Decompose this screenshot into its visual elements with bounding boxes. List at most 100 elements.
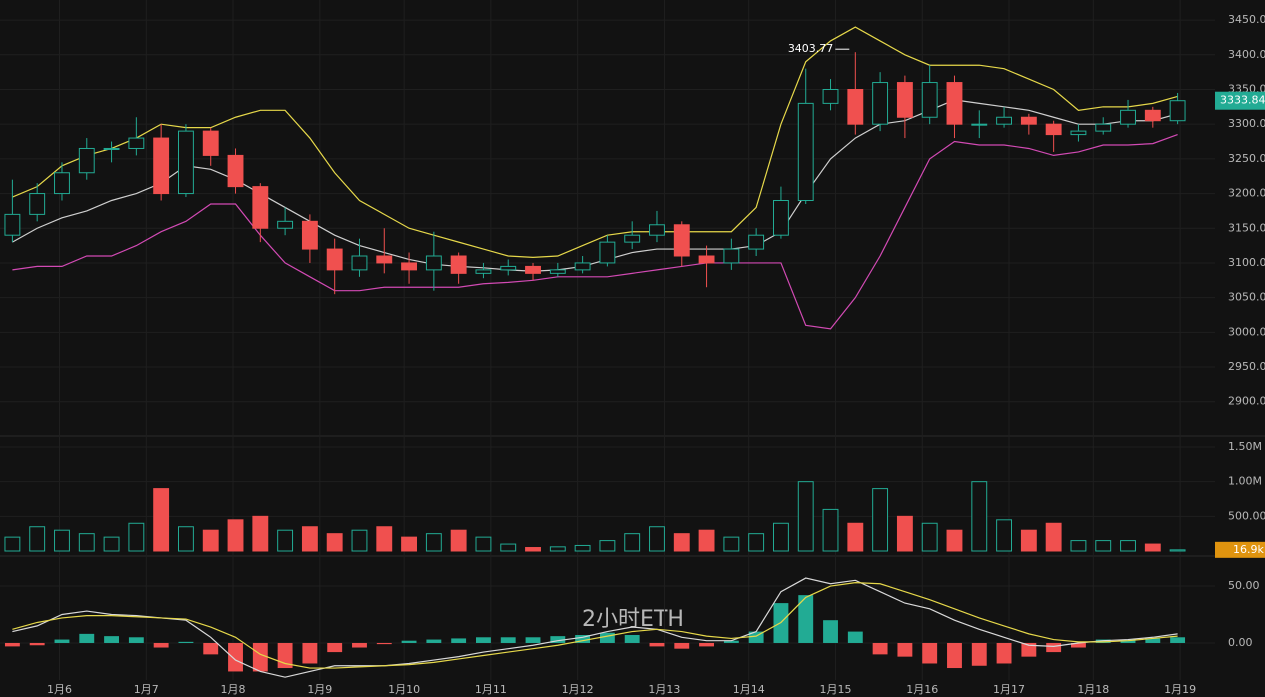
y-tick-label: 2900.00 (1228, 395, 1265, 408)
macd-bar (699, 642, 714, 647)
volume-bar (1120, 540, 1136, 552)
volume-bar (500, 543, 517, 552)
candle-body (301, 220, 318, 250)
volume-bar (29, 526, 46, 552)
y-tick-label: 3250.00 (1228, 152, 1265, 165)
candle-body (574, 262, 591, 271)
candle-body (500, 265, 517, 271)
macd-bar (252, 642, 268, 672)
macd-bar (302, 642, 318, 664)
volume-badge (1215, 541, 1265, 558)
candle-body (723, 248, 740, 264)
volume-bar (475, 536, 492, 552)
volume-bar (673, 533, 690, 552)
volume-bar (227, 519, 244, 552)
macd-line (12, 577, 1178, 678)
macd-bar (798, 595, 814, 643)
macd-bar (847, 631, 863, 643)
y-tick-label: 3400.00 (1228, 48, 1265, 61)
volume-bar (946, 529, 963, 552)
volume-bar (103, 536, 120, 552)
x-tick-label: 1月8 (221, 683, 246, 696)
volume-bar (971, 481, 988, 552)
volume-bar (822, 508, 839, 552)
volume-bar (4, 536, 21, 552)
x-tick-label: 1月9 (307, 683, 332, 696)
candle-body (227, 154, 244, 188)
volume-bar (921, 522, 938, 552)
volume-bar (847, 522, 864, 552)
macd-bar (525, 637, 541, 643)
candle-body (128, 137, 145, 149)
macd-bar (352, 642, 367, 648)
candle-body (153, 137, 170, 195)
price-badge-label: 3333.84 (1220, 94, 1265, 107)
volume-bar (1020, 529, 1037, 552)
macd-bar (947, 642, 962, 669)
y-tick-label: 0.00 (1228, 636, 1253, 649)
y-tick-label: 3100.00 (1228, 256, 1265, 269)
candle-body (847, 88, 864, 125)
volume-bar (1045, 522, 1062, 552)
x-tick-label: 1月6 (47, 683, 72, 696)
volume-bar (301, 526, 318, 552)
candle-body (822, 88, 839, 104)
macd-bar (748, 631, 764, 643)
x-tick-label: 1月16 (906, 683, 938, 696)
volume-bar (425, 533, 442, 552)
x-tick-label: 1月14 (733, 683, 765, 696)
macd-bar (327, 642, 343, 653)
volume-bar (128, 522, 145, 552)
candle-body (946, 82, 963, 125)
band-line (12, 134, 1178, 330)
macd-bar (4, 642, 20, 647)
candle-body (673, 224, 690, 257)
candle-body (450, 255, 467, 274)
macd-bar (228, 642, 243, 672)
y-tick-label: 3050.00 (1228, 291, 1265, 304)
macd-bar (203, 642, 219, 655)
macd-bar (872, 642, 888, 655)
macd-bar (971, 642, 987, 666)
candle-body (896, 82, 913, 118)
candle-body (1144, 109, 1161, 122)
candle-body (401, 262, 417, 271)
macd-bar (649, 642, 665, 647)
candle-body (797, 102, 814, 202)
volume-bar (748, 533, 765, 552)
macd-bar (476, 637, 491, 643)
volume-bar (1144, 543, 1161, 552)
macd-bar (1170, 637, 1186, 643)
candle-body (202, 130, 219, 156)
candle-body (1120, 109, 1136, 125)
macd-line (12, 582, 1178, 669)
macd-bar (128, 637, 144, 643)
candle-body (277, 220, 294, 229)
volume-bar (723, 536, 740, 552)
macd-bar (624, 635, 640, 643)
candle-body (971, 123, 988, 126)
y-tick-label: 1.50M (1228, 440, 1262, 453)
macd-bar (104, 636, 119, 643)
y-tick-label: 3300.00 (1228, 117, 1265, 130)
macd-bar (674, 642, 690, 649)
candle-body (326, 248, 343, 271)
candle-body (872, 82, 889, 125)
macd-bar (1071, 642, 1086, 648)
x-tick-label: 1月15 (819, 683, 851, 696)
volume-bar (1169, 549, 1186, 552)
volume-bar (401, 536, 417, 552)
candle-body (1095, 123, 1112, 132)
macd-bar (451, 638, 467, 643)
volume-bar (202, 529, 219, 552)
band-line (12, 99, 1178, 272)
volume-bar (351, 529, 368, 552)
macd-bar (153, 642, 169, 648)
volume-bar (78, 533, 95, 552)
macd-bar (823, 620, 838, 643)
volume-bar (277, 529, 294, 552)
volume-bar (872, 488, 889, 552)
candle-body (178, 130, 194, 195)
volume-bar (797, 481, 814, 552)
candle-body (698, 255, 715, 264)
